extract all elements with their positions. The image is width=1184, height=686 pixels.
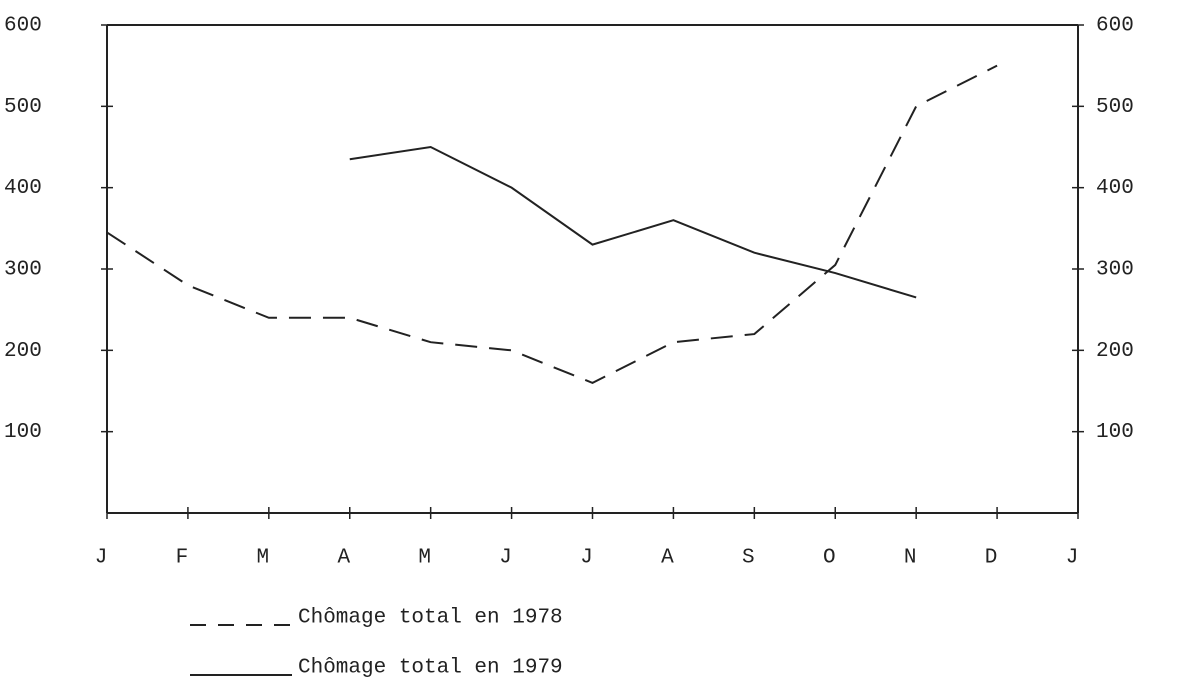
- y2-tick-label: 300: [1096, 259, 1134, 282]
- series-line: [106, 64, 998, 384]
- x-tick-label: N: [904, 547, 917, 570]
- y2-tick-label: 500: [1096, 96, 1134, 119]
- y2-tick-label: 400: [1096, 177, 1134, 200]
- y-tick-label: 100: [4, 421, 42, 444]
- x-tick-label: J: [1066, 547, 1079, 570]
- x-tick-label: F: [176, 547, 189, 570]
- x-tick-label: M: [418, 547, 431, 570]
- x-tick-label: O: [823, 547, 836, 570]
- legend-label: Chômage total en 1978: [298, 607, 563, 630]
- x-tick-label: S: [742, 547, 755, 570]
- x-tick-label: A: [337, 547, 350, 570]
- x-tick-label: A: [661, 547, 674, 570]
- y-tick-label: 400: [4, 177, 42, 200]
- y2-tick-label: 600: [1096, 15, 1134, 38]
- y-tick-label: 500: [4, 96, 42, 119]
- y-tick-label: 200: [4, 340, 42, 363]
- series-line: [349, 145, 917, 299]
- x-tick-label: M: [257, 547, 270, 570]
- x-tick-label: D: [985, 547, 998, 570]
- y-tick-label: 600: [4, 15, 42, 38]
- y-tick-label: 300: [4, 259, 42, 282]
- x-tick-label: J: [580, 547, 593, 570]
- x-tick-label: J: [499, 547, 512, 570]
- y2-tick-label: 200: [1096, 340, 1134, 363]
- legend-label: Chômage total en 1979: [298, 657, 563, 680]
- x-tick-label: J: [95, 547, 108, 570]
- y2-tick-label: 100: [1096, 421, 1134, 444]
